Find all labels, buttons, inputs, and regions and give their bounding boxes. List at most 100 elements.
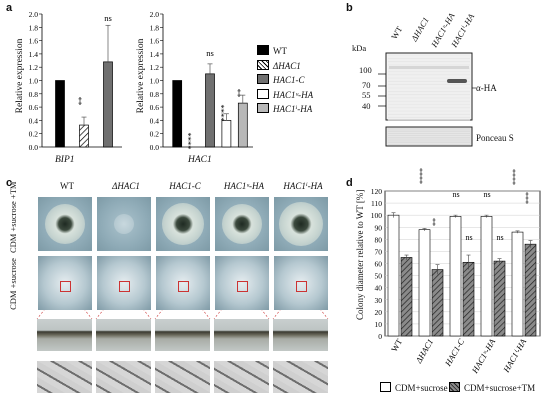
edge-closeup	[37, 319, 92, 351]
chart-hac1: 0.0 0.2 0.4 0.6 0.8 1.0 1.2 1.4 1.6 1.8 2.0 **** ns *…	[150, 10, 253, 152]
bar	[431, 269, 444, 337]
legend-swatch-dhac1	[257, 59, 269, 70]
x-tick-label: HAC1ᵘ-HA	[469, 336, 498, 375]
y-tick-label: 2.0	[150, 10, 160, 19]
plate-tm	[156, 197, 210, 251]
legend-item: HAC1ⁱ-HA	[257, 102, 313, 117]
bar	[172, 80, 183, 148]
y-tick-label: 40	[375, 284, 383, 293]
y-tick-label: 1.4	[29, 50, 39, 59]
legend-swatch-hac1u	[257, 88, 269, 99]
x-tick-label: HAC1-C	[442, 337, 466, 369]
panel-label-a: a	[6, 2, 13, 14]
panel-label-c: c	[6, 177, 13, 189]
legend-item: CDM+sucrose+TM	[449, 382, 535, 395]
plate-tm	[274, 197, 328, 251]
y-tick-label: 0.2	[150, 130, 160, 139]
colony	[279, 202, 323, 246]
plate-sucrose	[97, 256, 151, 310]
legend-swatch-hac1i	[257, 103, 269, 113]
y-tick-label: 110	[371, 199, 382, 208]
y-tick-label: 60	[375, 260, 383, 269]
blot-band-ha	[447, 79, 467, 83]
bar	[493, 260, 506, 337]
microscopy-image	[96, 361, 151, 393]
y-tick-label: 20	[375, 308, 383, 317]
significance-label: **	[431, 218, 440, 226]
legend-swatch-wt	[257, 45, 269, 55]
blot-antibody-label: α-HA	[476, 83, 497, 93]
y-tick-label: 10	[375, 320, 383, 329]
y-tick-label: 0.4	[150, 116, 160, 125]
edge-closeup	[155, 319, 210, 351]
y-tick-label: 90	[375, 223, 383, 232]
marker-70: 70	[362, 80, 371, 90]
bar	[480, 216, 493, 337]
panel-label-b: b	[346, 2, 353, 14]
bar	[400, 257, 413, 337]
edge-closeup	[214, 319, 269, 351]
zoom-box	[237, 281, 248, 292]
chart-bip1: 0.0 0.2 0.4 0.6 0.8 1.0 1.2 1.4 1.6 1.8 2.0 ** ns	[29, 10, 122, 152]
marker-55: 55	[362, 90, 371, 100]
significance-label: ns	[483, 190, 490, 199]
plate-sucrose	[38, 256, 92, 310]
xlabel-bip1: BIP1	[55, 155, 75, 165]
significance-label: ****	[418, 168, 427, 184]
kda-label: kDa	[352, 43, 367, 53]
y-tick-label: 0.6	[150, 103, 160, 112]
bar	[103, 61, 113, 148]
y-tick-label: 1.4	[150, 50, 160, 59]
legend-d: CDM+sucrose	[380, 382, 448, 395]
legend-item: CDM+sucrose	[380, 382, 448, 395]
significance-label: ns	[465, 233, 472, 242]
zoom-box	[60, 281, 71, 292]
lane-label-wt: WT	[389, 24, 405, 41]
bar	[221, 120, 232, 148]
significance-label: ***	[524, 192, 533, 204]
plate-sucrose	[215, 256, 269, 310]
microscopy-image	[155, 361, 210, 393]
ponceau-frame	[385, 126, 473, 147]
ylabel-bip1: Relative expression	[15, 38, 25, 114]
zoom-box	[178, 281, 189, 292]
microscopy-image	[273, 361, 328, 393]
microscopy-image	[214, 361, 269, 393]
col-header-hac1i: HAC1ⁱ-HA	[283, 181, 323, 191]
x-tick-label: ΔHAC1	[413, 337, 435, 366]
colony	[222, 204, 262, 244]
y-tick-label: 0.2	[29, 130, 39, 139]
y-tick-label: 1.2	[29, 63, 39, 72]
y-tick-label: 80	[375, 235, 383, 244]
y-tick-label: 1.8	[150, 23, 160, 32]
zoom-box	[119, 281, 130, 292]
legend-item: HAC1-C	[257, 73, 313, 88]
ylabel-hac1: Relative expression	[136, 38, 146, 114]
significance-label: ns	[452, 190, 459, 199]
edge-closeup	[273, 319, 328, 351]
y-tick-label: 1.0	[150, 77, 160, 86]
significance-label: ns	[206, 48, 214, 58]
y-tick-label: 100	[371, 211, 383, 220]
significance-label: **	[76, 97, 86, 106]
col-header-dhac1: ΔHAC1	[112, 181, 140, 191]
y-tick-label: 1.8	[29, 23, 39, 32]
plate-tm	[38, 197, 92, 251]
bar	[462, 261, 475, 337]
y-tick-label: 1.2	[150, 63, 160, 72]
legend-item: HAC1ᵘ-HA	[257, 88, 313, 103]
edge-closeup	[96, 319, 151, 351]
colony	[114, 214, 134, 234]
y-tick-label: 1.0	[29, 77, 39, 86]
y-tick-label: 0.0	[150, 143, 160, 152]
col-header-hac1c: HAC1-C	[169, 181, 201, 191]
marker-40: 40	[362, 101, 371, 111]
bar	[55, 80, 65, 148]
legend-swatch-sucrose	[380, 382, 391, 392]
significance-label: ****	[511, 169, 520, 185]
significance-label: ns	[104, 13, 112, 23]
y-tick-label: 30	[375, 296, 383, 305]
y-tick-label: 120	[371, 187, 383, 196]
y-tick-label: 0	[378, 332, 382, 341]
